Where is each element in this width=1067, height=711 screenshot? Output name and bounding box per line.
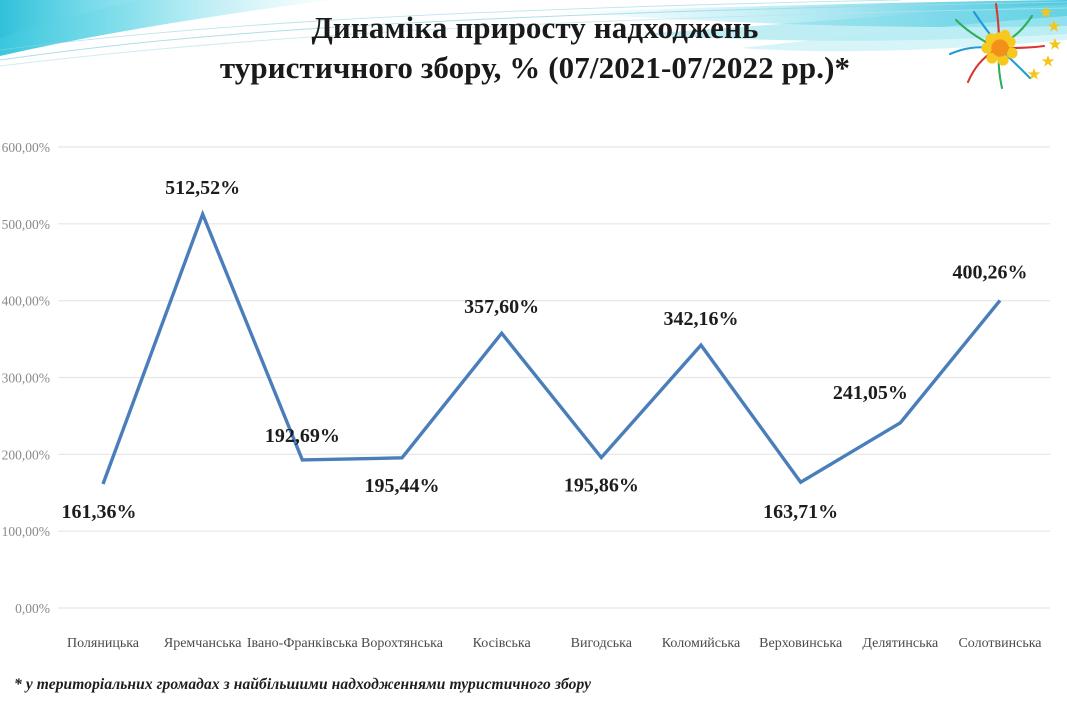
title-line-2: туристичного збору, % (07/2021-07/2022 р… — [219, 50, 851, 86]
y-axis-tick-label: 400,00% — [2, 294, 50, 309]
y-axis-tick-label: 600,00% — [2, 140, 50, 155]
flower-eu-stars-logo — [944, 0, 1064, 90]
x-axis-tick-label: Солотвинська — [958, 636, 1042, 651]
data-label: 342,16% — [664, 308, 739, 330]
chart-data-labels: 161,36% 512,52% 192,69% 195,44% 357,60% 195,8… — [62, 177, 1028, 523]
chart-series-line — [101, 209, 1002, 485]
data-label: 161,36% — [62, 501, 137, 523]
chart-gridlines — [58, 146, 1050, 609]
data-label: 400,26% — [953, 261, 1028, 283]
series-line — [101, 209, 1002, 485]
y-axis-tick-label: 100,00% — [2, 524, 50, 539]
x-axis-tick-label: Вигодська — [571, 636, 633, 651]
data-label: 163,71% — [763, 501, 838, 523]
y-axis-tick-label: 500,00% — [2, 217, 50, 232]
x-axis-tick-label: Коломийська — [662, 636, 741, 651]
data-label: 195,44% — [365, 475, 440, 497]
x-axis-tick-label: Івано-Франківська — [247, 636, 359, 651]
data-label: 241,05% — [833, 382, 908, 404]
x-axis-tick-label: Косівська — [473, 636, 532, 651]
x-axis-tick-label: Ворохтянська — [361, 636, 444, 651]
y-axis-tick-label: 0,00% — [15, 601, 50, 616]
x-axis-tick-label: Поляницька — [67, 636, 140, 651]
x-axis-tick-labels: Поляницька Яремчанська Івано-Франківська Во… — [67, 636, 1042, 651]
title-line-1: Динаміка приросту надходжень — [311, 10, 759, 45]
x-axis-tick-label: Делятинська — [862, 636, 939, 651]
x-axis-tick-label: Яремчанська — [164, 636, 242, 651]
data-label: 357,60% — [464, 296, 539, 318]
y-axis-tick-label: 200,00% — [2, 447, 50, 462]
x-axis-tick-label: Верховинська — [759, 636, 843, 651]
y-axis-tick-label: 300,00% — [2, 371, 50, 386]
data-label: 512,52% — [165, 177, 240, 199]
data-label: 192,69% — [265, 425, 340, 447]
line-chart: 0,00% 100,00% 200,00% 300,00% 400,00% 500,00%… — [0, 118, 1067, 663]
data-label: 195,86% — [564, 475, 639, 497]
page-title: Динаміка приросту надходжень туристичног… — [120, 8, 950, 89]
footnote: * у територіальних громадах з найбільшим… — [14, 676, 592, 693]
y-axis-tick-labels: 0,00% 100,00% 200,00% 300,00% 400,00% 500,00%… — [2, 140, 50, 616]
